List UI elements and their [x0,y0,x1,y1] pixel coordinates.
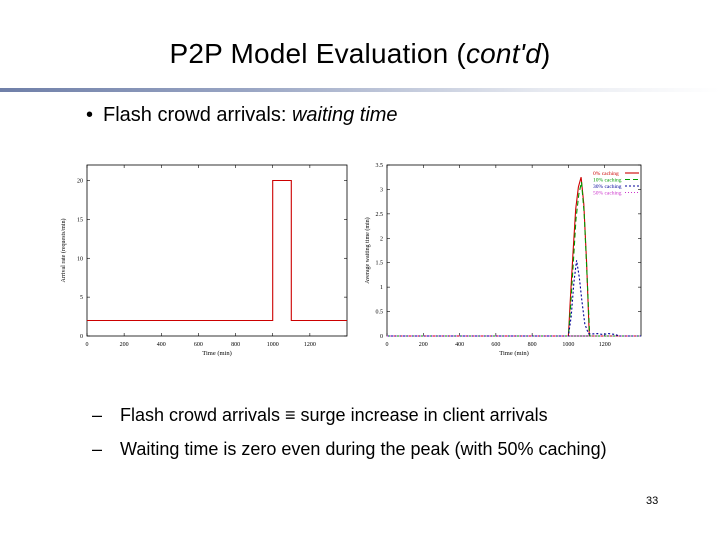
y-axis-label: Arrival rate (requests/min) [60,219,67,283]
series-line [387,260,641,337]
arrival-rate-chart: 0 200 400 600 800 1000 1200 0 5 10 15 20 Time (min) A… [60,164,348,357]
x-axis-label: Time (min) [499,350,529,357]
x-tick-label: 0 [386,342,389,348]
y-tick-label: 2 [380,236,383,242]
series-line [387,177,641,337]
x-tick-label: 800 [528,342,537,348]
sub-bullet-dash: – [92,405,103,425]
y-tick-label: 1.5 [376,261,384,267]
sub-bullet-waiting: – Waiting time is zero even during the pe… [92,439,607,460]
slide-title: P2P Model Evaluation (cont'd) [169,38,551,69]
legend-label: 0% caching [593,171,619,177]
x-tick-label: 1200 [599,342,611,348]
y-tick-label: 5 [80,295,83,301]
legend-label: 50% caching [593,191,622,197]
bullet-dot: • [86,104,94,126]
bullet-italic-text: waiting time [291,104,398,126]
y-axis-label: Average waiting time (min) [364,217,371,283]
title-divider [0,88,720,92]
y-tick-label: 15 [77,217,83,223]
x-axis-label: Time (min) [202,350,232,357]
bullet-flash-crowd: • Flash crowd arrivals: waiting time [86,104,398,127]
x-tick-label: 800 [231,342,240,348]
bullet-text: Flash crowd arrivals: [103,104,292,126]
x-tick-label: 0 [86,342,89,348]
sub-bullet-dash: – [92,439,103,459]
x-tick-label: 600 [194,342,203,348]
sub-bullet-text: Flash crowd arrivals ≡ surge increase in… [120,405,548,425]
x-tick-label: 400 [455,342,464,348]
y-tick-label: 0 [380,334,383,340]
x-tick-label: 200 [120,342,129,348]
y-tick-label: 0.5 [376,310,384,316]
y-tick-label: 3 [380,187,383,193]
x-tick-label: 1000 [267,342,279,348]
series-line [387,181,641,337]
x-tick-label: 400 [157,342,166,348]
x-tick-label: 1000 [562,342,574,348]
series-line [87,179,347,322]
y-tick-label: 0 [80,334,83,340]
x-tick-label: 1200 [304,342,316,348]
x-tick-label: 600 [491,342,500,348]
y-tick-label: 20 [77,179,83,185]
y-tick-label: 10 [77,256,83,262]
x-tick-label: 200 [419,342,428,348]
sub-bullet-surge: – Flash crowd arrivals ≡ surge increase i… [92,405,548,426]
y-tick-label: 3.5 [376,163,384,169]
y-tick-label: 1 [380,285,383,291]
y-tick-label: 2.5 [376,212,384,218]
sub-bullet-text: Waiting time is zero even during the pea… [120,439,607,459]
waiting-time-chart: 0 200 400 600 800 1000 1200 0 0.5 1 1.5 2 2.5 3 3.5 Tim… [364,163,642,357]
legend-label: 30% caching [593,184,622,190]
page-number: 33 [646,495,659,507]
plot-frame [86,164,348,337]
legend-label: 10% caching [593,178,622,184]
